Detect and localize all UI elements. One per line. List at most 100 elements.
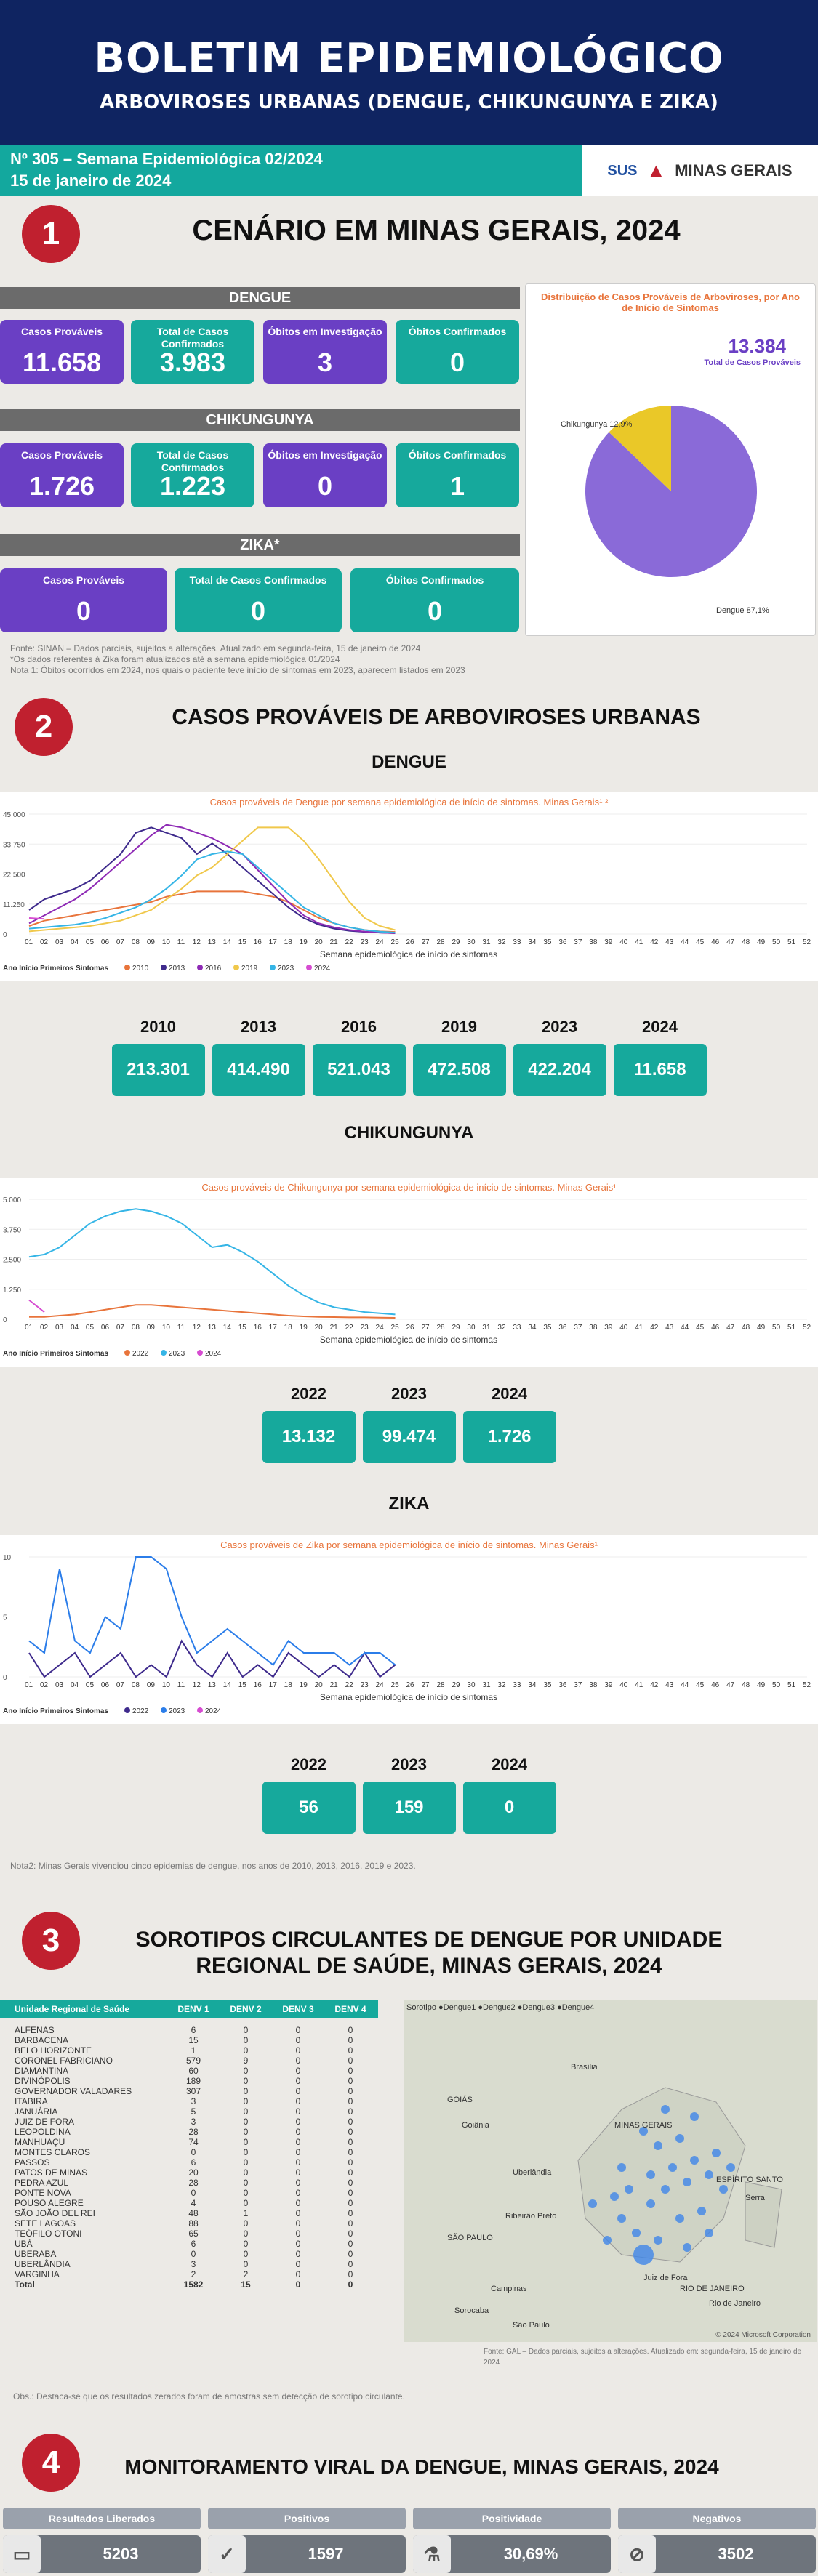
map-dot[interactable]: [697, 2207, 706, 2215]
map-dot[interactable]: [690, 2112, 699, 2121]
map-dot[interactable]: [705, 2229, 713, 2237]
map-dot[interactable]: [625, 2185, 633, 2194]
table-row[interactable]: JANUÁRIA 5 0 0 0: [0, 2106, 378, 2117]
x-tick-label: 10: [162, 1324, 171, 1332]
year-total: 2024 1.726: [462, 1385, 556, 1463]
map-city-label: São Paulo: [513, 2321, 550, 2330]
table-row[interactable]: DIVINÓPOLIS 189 0 0 0: [0, 2076, 378, 2086]
x-tick-label: 33: [513, 1324, 521, 1332]
map-dot[interactable]: [588, 2199, 597, 2208]
map-dot[interactable]: [661, 2185, 670, 2194]
dengue-confirmados-card: Total de Casos Confirmados 3.983: [131, 320, 254, 384]
x-tick-label: 16: [254, 938, 262, 946]
x-tick-label: 39: [604, 1324, 613, 1332]
chik-obitos-card: Óbitos Confirmados 1: [396, 443, 519, 507]
pie-panel: Distribuição de Casos Prováveis de Arbov…: [525, 283, 816, 636]
table-cell: 0: [191, 2249, 196, 2259]
table-cell: 0: [295, 2198, 301, 2208]
map-dot[interactable]: [617, 2214, 626, 2223]
table-cell: 0: [295, 2066, 301, 2076]
x-tick-label: 24: [376, 938, 385, 946]
table-row[interactable]: VARGINHA 2 2 0 0: [0, 2269, 378, 2279]
x-tick-label: 46: [711, 938, 720, 946]
map-dot[interactable]: [603, 2236, 612, 2245]
x-tick-label: 38: [589, 1681, 598, 1689]
map-dot[interactable]: [610, 2192, 619, 2201]
table-row[interactable]: SETE LAGOAS 88 0 0 0: [0, 2218, 378, 2229]
table-cell: POUSO ALEGRE: [15, 2198, 84, 2208]
col-header[interactable]: DENV 4: [334, 2004, 366, 2014]
card-value: 3: [317, 347, 333, 377]
table-row[interactable]: Total 1582 15 0 0: [0, 2279, 378, 2290]
map-dot[interactable]: [683, 2243, 691, 2252]
table-row[interactable]: PONTE NOVA 0 0 0 0: [0, 2188, 378, 2198]
map-dot[interactable]: [646, 2199, 655, 2208]
map-dot[interactable]: [712, 2149, 721, 2157]
x-tick-label: 12: [193, 1681, 201, 1689]
table-row[interactable]: LEOPOLDINA 28 0 0 0: [0, 2127, 378, 2137]
col-header[interactable]: DENV 3: [282, 2004, 314, 2014]
map-dot[interactable]: [617, 2163, 626, 2172]
table-row[interactable]: PATOS DE MINAS 20 0 0 0: [0, 2168, 378, 2178]
map-city-label: Sorocaba: [454, 2306, 489, 2315]
table-row[interactable]: DIAMANTINA 60 0 0 0: [0, 2066, 378, 2076]
x-tick-label: 30: [467, 938, 476, 946]
table-row[interactable]: CORONEL FABRICIANO 579 9 0 0: [0, 2056, 378, 2066]
table-row[interactable]: PEDRA AZUL 28 0 0 0: [0, 2178, 378, 2188]
table-row[interactable]: MONTES CLAROS 0 0 0 0: [0, 2147, 378, 2157]
x-tick-label: 42: [650, 1681, 659, 1689]
col-header[interactable]: DENV 2: [230, 2004, 262, 2014]
table-row[interactable]: ITABIRA 3 0 0 0: [0, 2096, 378, 2106]
section-title-3a: SOROTIPOS CIRCULANTES DE DENGUE POR UNID…: [135, 1928, 723, 1952]
table-cell: MANHUAÇU: [15, 2137, 65, 2147]
map-dot[interactable]: [705, 2170, 713, 2179]
table-row[interactable]: BARBACENA 15 0 0 0: [0, 2035, 378, 2045]
table-row[interactable]: GOVERNADOR VALADARES 307 0 0 0: [0, 2086, 378, 2096]
col-header[interactable]: DENV 1: [177, 2004, 209, 2014]
table-row[interactable]: UBERABA 0 0 0 0: [0, 2249, 378, 2259]
map-dot[interactable]: [646, 2170, 655, 2179]
map-dot[interactable]: [668, 2163, 677, 2172]
map-dot[interactable]: [726, 2163, 735, 2172]
map-dot[interactable]: [675, 2134, 684, 2143]
pie-slice-chikungunya: [609, 406, 671, 491]
map-dot[interactable]: [632, 2229, 641, 2237]
x-tick-label: 02: [40, 938, 49, 946]
table-row[interactable]: MANHUAÇU 74 0 0 0: [0, 2137, 378, 2147]
table-cell: JUIZ DE FORA: [15, 2117, 75, 2127]
map-dot[interactable]: [633, 2245, 654, 2265]
x-tick-label: 37: [574, 938, 582, 946]
table-header: Unidade Regional de Saúde DENV 1 DENV 2 …: [0, 2000, 378, 2018]
map-dot[interactable]: [690, 2156, 699, 2165]
map-dot[interactable]: [661, 2105, 670, 2114]
map-dot[interactable]: [654, 2236, 662, 2245]
map-dot[interactable]: [675, 2214, 684, 2223]
table-row[interactable]: TEÓFILO OTONI 65 0 0 0: [0, 2229, 378, 2239]
serotype-map[interactable]: Sorotipo ●Dengue1 ●Dengue2 ●Dengue3 ●Den…: [404, 2000, 817, 2342]
x-tick-label: 42: [650, 938, 659, 946]
map-dot[interactable]: [639, 2127, 648, 2136]
minas-gerais-shape: [577, 2087, 746, 2263]
year-value: 521.043: [312, 1044, 406, 1096]
page-subtitle: ARBOVIROSES URBANAS (DENGUE, CHIKUNGUNYA…: [100, 92, 718, 113]
table-cell: UBERABA: [15, 2249, 57, 2259]
table-row[interactable]: POUSO ALEGRE 4 0 0 0: [0, 2198, 378, 2208]
series-line-2024: [28, 917, 45, 920]
col-header[interactable]: Unidade Regional de Saúde: [15, 2004, 130, 2014]
map-dot[interactable]: [683, 2178, 691, 2186]
map-dot[interactable]: [654, 2141, 662, 2150]
x-tick-label: 36: [558, 938, 567, 946]
x-tick-label: 31: [482, 1681, 491, 1689]
table-row[interactable]: BELO HORIZONTE 1 0 0 0: [0, 2045, 378, 2056]
series-line-2016: [28, 824, 396, 934]
table-row[interactable]: JUIZ DE FORA 3 0 0 0: [0, 2117, 378, 2127]
table-row[interactable]: ALFENAS 6 0 0 0: [0, 2025, 378, 2035]
table-row[interactable]: SÃO JOÃO DEL REI 48 1 0 0: [0, 2208, 378, 2218]
map-dot[interactable]: [719, 2185, 728, 2194]
table-cell: 0: [348, 2045, 353, 2056]
table-row[interactable]: PASSOS 6 0 0 0: [0, 2157, 378, 2168]
table-cell: 0: [348, 2168, 353, 2178]
x-tick-label: 32: [497, 1681, 506, 1689]
table-row[interactable]: UBERLÂNDIA 3 0 0 0: [0, 2259, 378, 2269]
table-row[interactable]: UBÁ 6 0 0 0: [0, 2239, 378, 2249]
